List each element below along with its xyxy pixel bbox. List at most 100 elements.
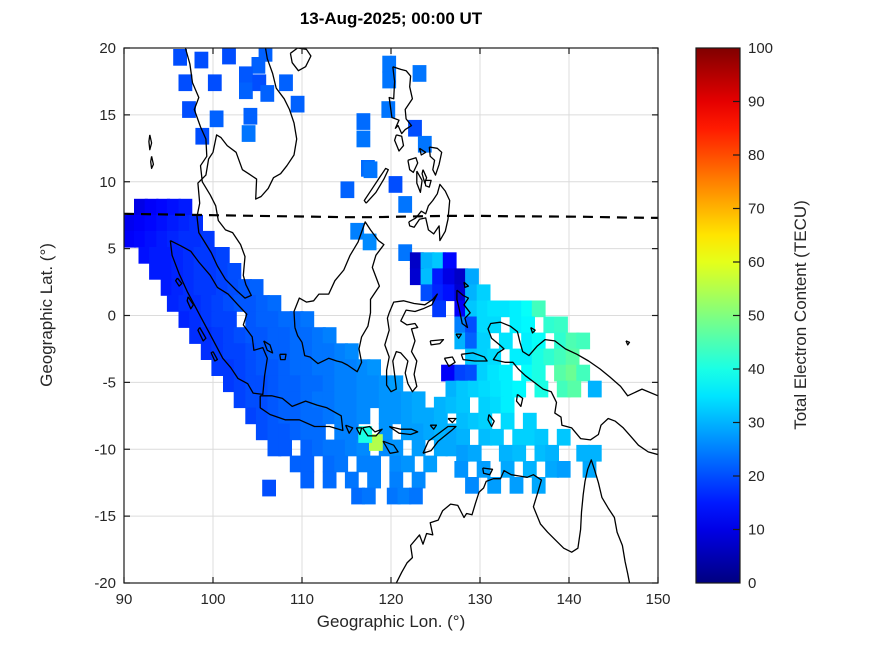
coastline-lombok (355, 427, 363, 436)
tec-cell (476, 300, 491, 318)
colorbar-tick-label: 30 (748, 415, 765, 432)
x-tick-label: 110 (290, 591, 314, 608)
tec-cell (534, 444, 549, 462)
tec-cell (361, 487, 376, 505)
coastline-sumbawa (361, 425, 383, 437)
tec-cell (411, 407, 426, 425)
tec-cell (344, 423, 359, 441)
tec-cell (278, 439, 292, 457)
tec-cell (409, 268, 424, 286)
tec-cell (587, 380, 602, 398)
tec-cell (344, 343, 359, 360)
tec-cell (389, 471, 404, 489)
tec-cell (340, 181, 355, 199)
coastline-mindanao (408, 183, 451, 242)
tec-cell (238, 279, 252, 296)
colorbar-tick-label: 70 (748, 201, 765, 218)
tec-cell (245, 311, 260, 328)
tec-cell (531, 364, 546, 382)
tec-cell (433, 396, 448, 414)
tec-cell (554, 316, 568, 334)
coastline-new-guinea (487, 321, 658, 456)
tec-cell (476, 332, 491, 350)
tec-cell (389, 439, 404, 457)
tec-cell (260, 85, 275, 102)
tec-cell (173, 49, 187, 66)
tec-cell (211, 311, 226, 328)
coastline-flores (388, 425, 419, 436)
tec-cell (500, 412, 515, 430)
figure-title: 13-Aug-2025; 00:00 UT (299, 9, 483, 28)
tec-cell (490, 428, 504, 446)
tec-cell (223, 311, 237, 328)
tec-cell (243, 107, 258, 125)
coastline-nias (186, 296, 195, 310)
tec-cell (194, 51, 209, 69)
tec-cell (356, 359, 371, 376)
y-tick-labels: 20 15 10 5 0 -5 -10 -15 -20 (94, 40, 116, 592)
tec-cell (356, 130, 371, 148)
tec-cell (189, 214, 203, 232)
tec-cell (487, 364, 502, 382)
tec-cell (423, 455, 438, 473)
tec-cell (144, 214, 159, 232)
tec-cell (386, 487, 401, 505)
tec-cell (245, 359, 260, 376)
tec-cell (412, 65, 427, 82)
colorbar-tick-label: 20 (748, 468, 765, 485)
tec-cell (465, 300, 479, 318)
tec-cell (531, 348, 546, 366)
tec-cell (490, 380, 504, 398)
tec-cell (565, 364, 580, 382)
tec-cell (420, 268, 435, 286)
tec-cell (245, 375, 260, 393)
coastline-morotai (463, 281, 470, 289)
tec-cell (442, 268, 457, 286)
tec-cell (278, 327, 292, 344)
tec-cell (411, 439, 426, 457)
tec-cell (531, 477, 546, 494)
colorbar-tick-label: 50 (748, 308, 765, 325)
tec-cell (300, 375, 315, 393)
y-tick-label: 15 (99, 107, 116, 124)
tec-cell (398, 244, 413, 261)
coastline-borneo (293, 221, 385, 373)
coastline-indochina-malay (184, 48, 298, 299)
tec-cell (300, 327, 315, 344)
tec-cell (467, 444, 482, 462)
tec-cell (465, 268, 479, 286)
tec-cell (441, 364, 455, 382)
tec-cell (178, 74, 193, 92)
y-tick-label: 0 (108, 308, 116, 325)
tec-cell (334, 439, 349, 457)
tec-cell (124, 230, 137, 248)
tec-cell (233, 359, 248, 376)
tec-cell (556, 428, 571, 446)
tec-cell (367, 455, 381, 473)
x-tick-labels: 90 100 110 120 130 140 150 (116, 591, 671, 608)
tec-cell (411, 471, 426, 489)
tec-cell (322, 455, 337, 473)
tec-cell (322, 439, 337, 457)
coastline-sulawesi (384, 293, 438, 393)
tec-cell (487, 316, 502, 334)
y-tick-label: -5 (103, 374, 116, 391)
tec-cell (267, 375, 282, 393)
tec-cell (215, 263, 230, 280)
tec-cell (465, 364, 479, 382)
tec-cell (381, 101, 396, 118)
tec-cell (344, 407, 359, 425)
tec-cell (312, 423, 326, 441)
colorbar-ticks (733, 100, 740, 531)
tec-cell (334, 343, 349, 360)
tec-cell (160, 279, 175, 296)
tec-cell (556, 380, 571, 398)
tec-cell (465, 284, 479, 302)
tec-cell (322, 327, 337, 344)
tec-cell (245, 343, 260, 360)
tec-cell (322, 343, 337, 360)
tec-cell (401, 455, 415, 473)
tec-cell (498, 300, 513, 318)
tec-cell (498, 332, 513, 350)
tec-cell (258, 48, 273, 62)
